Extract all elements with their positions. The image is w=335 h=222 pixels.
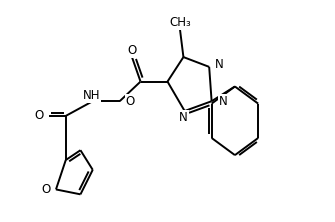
Text: O: O [127, 44, 137, 57]
Text: CH₃: CH₃ [169, 16, 191, 29]
Text: N: N [215, 58, 224, 71]
Text: O: O [41, 183, 51, 196]
Text: N: N [179, 111, 188, 124]
Text: O: O [35, 109, 44, 122]
Text: O: O [126, 95, 135, 108]
Text: NH: NH [83, 89, 100, 102]
Text: N: N [218, 95, 227, 108]
